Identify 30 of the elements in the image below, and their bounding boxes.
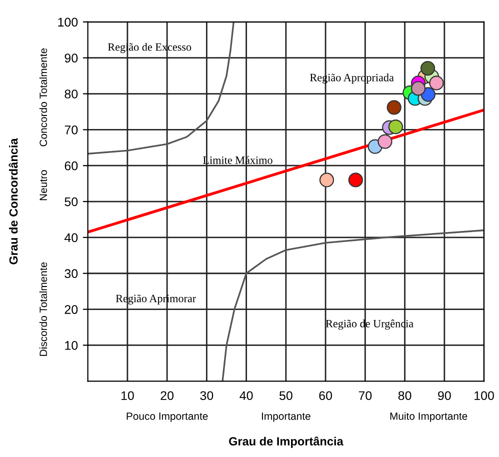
text: Importante bbox=[262, 412, 310, 422]
x-tick-label: 100 bbox=[474, 391, 494, 400]
x-tick-label: 70 bbox=[358, 391, 372, 400]
text: Neutro bbox=[40, 170, 48, 200]
line-series bbox=[88, 22, 234, 155]
x-tick-label: 50 bbox=[279, 391, 292, 400]
y-tick-label: 60 bbox=[64, 161, 78, 170]
y-tick-label: 80 bbox=[64, 90, 78, 98]
line-series bbox=[222, 229, 484, 382]
x-tick-label: 10 bbox=[121, 391, 134, 400]
text: Concordo Totalmente bbox=[39, 48, 48, 146]
y-tick-label: 90 bbox=[64, 54, 78, 63]
y-tick-label: 40 bbox=[64, 233, 78, 242]
x-tick-label: 80 bbox=[398, 391, 412, 400]
y-tick-label: 100 bbox=[58, 18, 78, 27]
y-tick-label: 20 bbox=[64, 305, 78, 314]
y-tick-label: 10 bbox=[65, 341, 78, 350]
x-tick-label: 20 bbox=[160, 391, 174, 400]
y-tick-label: 50 bbox=[64, 197, 78, 206]
x-tick-label: 90 bbox=[438, 391, 451, 400]
x-axis-title: Grau de Importância bbox=[229, 436, 344, 448]
y-axis-title: Grau de Concordância bbox=[8, 138, 18, 264]
x-tick-label: 40 bbox=[240, 391, 253, 400]
text: Muito Importante bbox=[390, 412, 468, 422]
text: Pouco Importante bbox=[126, 412, 208, 422]
x-tick-label: 30 bbox=[200, 391, 214, 400]
y-tick-label: 70 bbox=[64, 125, 78, 134]
x-tick-label: 60 bbox=[319, 391, 332, 400]
y-tick-label: 30 bbox=[64, 269, 78, 278]
text: Discordo Totalmente bbox=[39, 262, 48, 356]
